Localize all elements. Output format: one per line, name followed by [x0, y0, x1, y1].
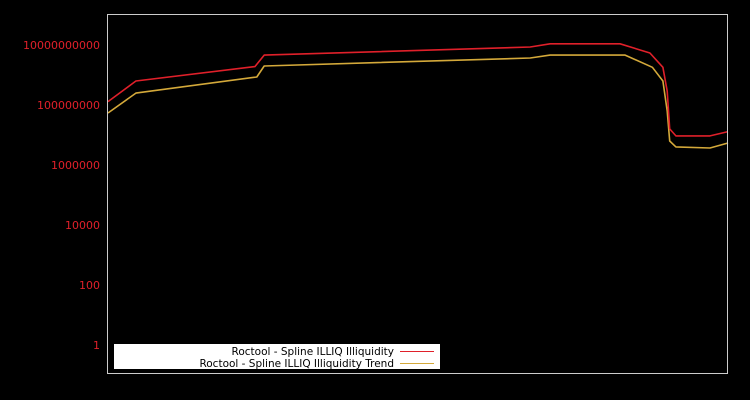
y-tick-label: 10000: [65, 219, 100, 232]
series-line-illiquidity: [107, 42, 729, 137]
y-tick-label: 1000000: [51, 159, 100, 172]
legend-box: [114, 344, 440, 369]
y-tick-label: 100: [79, 279, 100, 292]
y-tick-label: 100000000: [37, 99, 100, 112]
y-axis-ticks: 10000000000 100000000 1000000 10000 100 1: [23, 39, 100, 352]
plot-area-border: [107, 14, 728, 374]
y-tick-label: 1: [93, 339, 100, 352]
series-line-illiquidity-trend: [107, 54, 729, 149]
series-layer: [107, 42, 729, 149]
legend-label-illiquidity-trend: Roctool - Spline ILLIQ Illiquidity Trend: [199, 358, 394, 370]
y-tick-label: 10000000000: [23, 39, 100, 52]
legend: Roctool - Spline ILLIQ Illiquidity Rocto…: [114, 344, 440, 370]
legend-label-illiquidity: Roctool - Spline ILLIQ Illiquidity: [232, 346, 394, 358]
